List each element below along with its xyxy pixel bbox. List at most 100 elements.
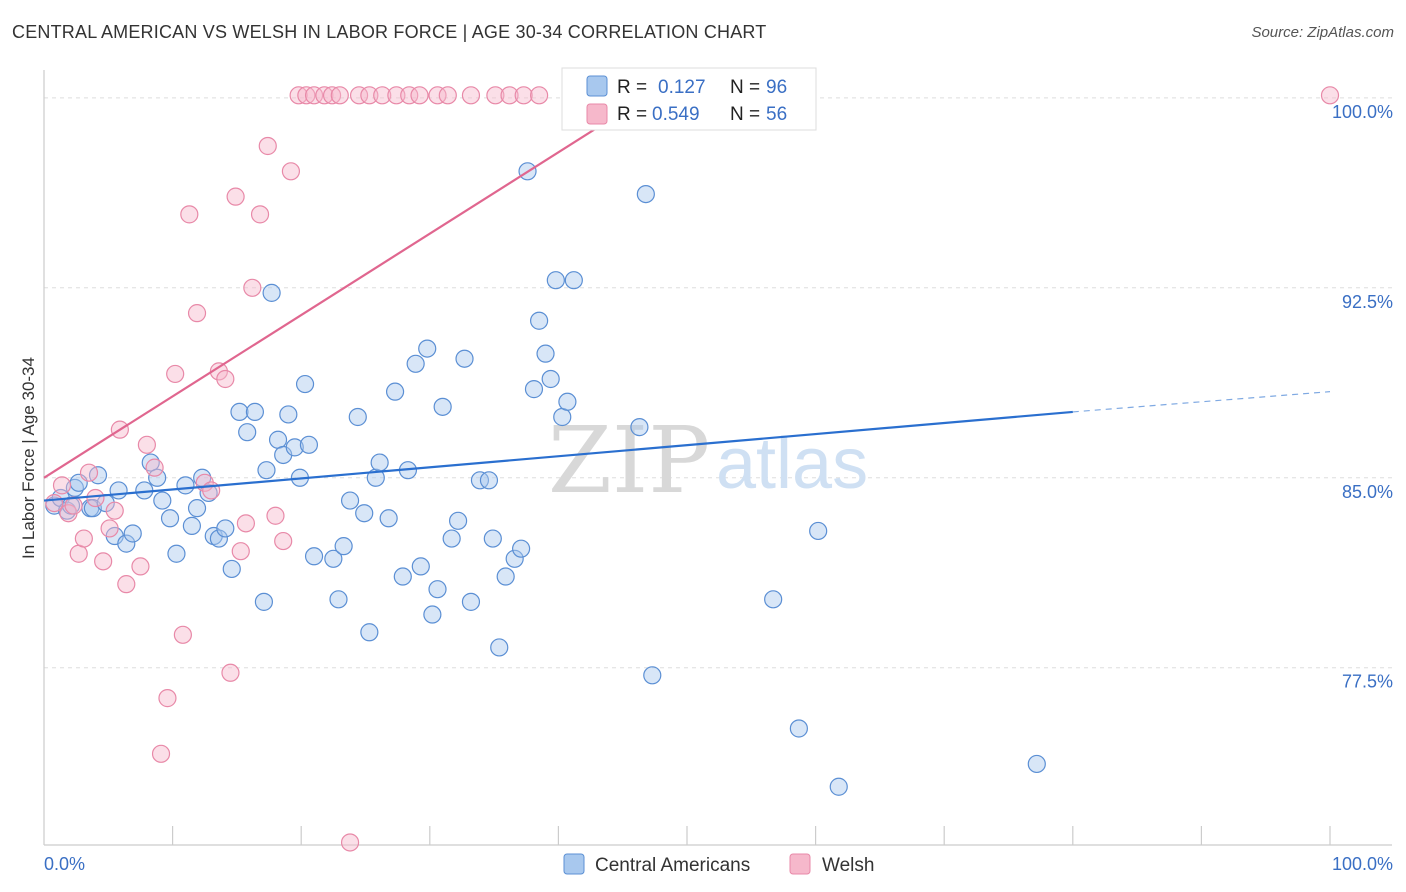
point-central-americans [406,354,425,373]
point-central-americans [334,537,353,556]
point-welsh [117,575,136,594]
point-central-americans [809,521,828,541]
point-welsh [322,86,342,105]
point-central-americans [209,529,228,548]
y-tick-label: 85.0% [1342,482,1393,502]
y-axis-title: In Labor Force | Age 30-34 [19,357,38,559]
point-central-americans [299,435,319,454]
x-tick-label: 0.0% [44,854,85,874]
point-central-americans [558,392,577,411]
point-welsh [236,514,256,533]
point-central-americans [355,504,374,523]
point-welsh [79,463,99,482]
legend-r-value-1: 0.127 [658,77,706,98]
point-welsh [266,506,285,525]
point-central-americans [187,499,207,518]
point-central-americans [524,380,544,399]
legend-r-value-2: 0.549 [652,104,700,125]
legend-swatch-blue [586,75,608,97]
point-central-americans [393,567,412,586]
point-central-americans [182,516,201,535]
x-tick-label: 100.0% [1332,854,1393,874]
point-central-americans [238,423,257,442]
point-welsh [100,519,119,538]
point-welsh [340,833,360,852]
legend-r-label-1: R = [617,77,647,98]
y-tick-label: 92.5% [1342,292,1393,312]
series-legend: Central Americans Welsh [563,853,874,876]
point-welsh [400,86,419,105]
point-central-americans [630,418,649,437]
point-welsh [304,86,324,105]
point-central-americans [483,529,502,548]
point-central-americans [304,547,324,566]
point-central-americans [109,481,128,500]
point-central-americans [418,339,437,358]
point-central-americans [268,430,288,449]
point-central-americans [348,407,367,427]
point-welsh [151,744,171,763]
point-central-americans [176,476,195,495]
point-central-americans [360,623,379,642]
legend-n-value-2: 56 [766,104,787,125]
point-welsh [145,458,164,477]
legend-n-label-1: N = [730,77,760,98]
point-welsh [137,435,156,454]
point-welsh [226,187,245,206]
point-welsh [289,86,308,105]
point-welsh [486,86,505,105]
point-central-americans [530,311,549,330]
point-welsh [297,86,316,105]
point-welsh [500,86,519,105]
point-central-americans [222,559,241,579]
point-welsh [373,86,392,105]
point-welsh [69,544,88,563]
point-central-americans [553,407,572,427]
bottom-legend-swatch-pink [789,853,811,875]
y-tick-labels: 100.0% 92.5% 85.0% 77.5% [1332,102,1393,692]
legend-r-label-2: R = [617,104,647,125]
point-welsh [231,542,250,561]
trend-line-welsh [43,94,650,479]
point-welsh [74,529,93,548]
point-welsh [202,481,221,500]
trend-line-central-americans-extension [1072,391,1331,413]
point-welsh [52,476,72,495]
axes [43,70,1392,846]
point-central-americans [329,590,348,609]
bottom-legend-label-central-americans: Central Americans [595,855,750,876]
point-welsh [330,86,349,105]
series-central-americans [45,86,1046,796]
point-welsh [461,86,481,105]
point-welsh [173,625,192,644]
point-welsh [158,689,177,708]
point-welsh [105,501,124,520]
point-central-americans [257,461,276,480]
point-central-americans [433,397,452,416]
point-central-americans [490,638,509,657]
point-welsh [349,86,369,105]
point-central-americans [428,580,447,599]
legend-swatch-pink [586,103,608,125]
point-central-americans [295,374,315,394]
point-central-americans [153,491,172,510]
watermark-atlas: atlas [716,424,868,504]
point-welsh [428,86,447,105]
bottom-legend-label-welsh: Welsh [822,855,874,876]
gridlines [44,97,1392,669]
trend-lines [43,94,1331,502]
point-welsh [64,496,83,515]
point-central-americans [536,344,555,363]
legend-n-label-2: N = [730,104,760,125]
bottom-legend-swatch-blue [563,853,585,875]
point-central-americans [123,524,142,543]
point-central-americans [423,605,442,624]
point-central-americans [230,402,249,422]
watermark-zip: ZIP [548,407,710,514]
point-central-americans [324,549,343,568]
point-welsh [180,205,199,224]
point-welsh [221,663,240,682]
point-central-americans [167,544,186,563]
trend-line-central-americans [43,410,1073,502]
point-welsh [166,364,185,384]
